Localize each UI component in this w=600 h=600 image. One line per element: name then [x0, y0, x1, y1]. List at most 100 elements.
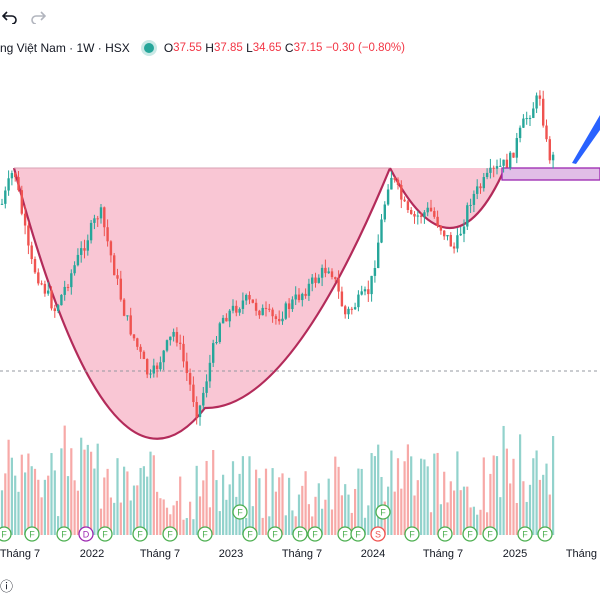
event-marker-f[interactable]: F: [197, 526, 213, 542]
candle-body: [525, 118, 528, 120]
undo-icon[interactable]: [0, 6, 20, 26]
event-marker-label: F: [409, 530, 415, 540]
candle-body: [175, 331, 179, 343]
candle-body: [271, 309, 274, 317]
candle-body: [155, 365, 159, 370]
candle-body: [205, 381, 208, 393]
volume-bar: [495, 456, 499, 535]
event-marker-f[interactable]: F: [162, 526, 178, 542]
toolbar: [0, 0, 600, 30]
volume-bar: [456, 451, 459, 535]
candle-body: [106, 227, 109, 242]
event-marker-f[interactable]: F: [97, 526, 113, 542]
event-marker-f[interactable]: F: [350, 526, 366, 542]
event-marker-f[interactable]: F: [242, 526, 258, 542]
candle-body: [202, 392, 205, 406]
volume-bar: [76, 490, 79, 535]
volume-bar: [370, 453, 373, 535]
candle-body: [14, 173, 17, 178]
candle-body: [294, 294, 297, 300]
candle-body: [479, 186, 482, 189]
volume-bar: [459, 490, 462, 535]
volume-bar: [264, 468, 268, 535]
market-status-icon: [143, 43, 154, 53]
info-icon[interactable]: ⓘ: [0, 579, 14, 594]
symbol-title[interactable]: ng Việt Nam · 1W · HSX: [0, 41, 130, 55]
candle-body: [17, 177, 20, 191]
event-marker-f[interactable]: F: [267, 526, 283, 542]
event-marker-f[interactable]: F: [56, 526, 72, 542]
volume-bar: [4, 473, 7, 535]
candle-body: [136, 338, 139, 347]
candle-body: [93, 218, 96, 223]
candle-body: [188, 373, 192, 385]
open-label: O: [163, 41, 174, 55]
event-marker-circle: [292, 526, 308, 542]
volume-bar: [436, 452, 439, 535]
volume-bar: [284, 515, 287, 535]
candle-body: [390, 177, 393, 190]
volume-bar: [241, 456, 244, 535]
volume-bar: [367, 505, 370, 535]
event-marker-f[interactable]: F: [0, 526, 12, 542]
candle-body: [261, 307, 264, 316]
volume-bar: [113, 502, 116, 535]
event-marker-f[interactable]: F: [132, 526, 148, 542]
event-marker-f[interactable]: F: [404, 526, 420, 542]
candle-body: [215, 341, 218, 344]
event-marker-f[interactable]: F: [482, 526, 498, 542]
candle-body: [33, 259, 37, 273]
event-marker-f[interactable]: F: [437, 526, 453, 542]
volume-bar: [552, 436, 555, 535]
candle-body: [238, 308, 241, 313]
candle-body: [142, 351, 146, 360]
candle-body: [396, 179, 400, 185]
volume-bar: [390, 450, 393, 535]
volume-bar: [20, 454, 23, 535]
event-marker-label: S: [375, 530, 381, 540]
candle-body: [179, 342, 182, 344]
candle-body: [373, 268, 377, 276]
event-marker-f[interactable]: F: [537, 526, 553, 542]
breakout-zone[interactable]: [501, 167, 600, 181]
price-chart[interactable]: F F F D F F F FFF F F F F F SFF F F F F F: [0, 60, 600, 548]
event-markers: F F F D F F F FFF F F F F F SFF F F F F F: [0, 504, 553, 542]
event-marker-f[interactable]: F: [307, 526, 323, 542]
candle-body: [436, 216, 439, 227]
redo-icon[interactable]: [28, 6, 48, 26]
event-marker-f[interactable]: F: [232, 504, 248, 520]
candle-body: [337, 279, 340, 292]
candle-body: [301, 293, 304, 301]
candle-body: [96, 218, 99, 220]
event-marker-s[interactable]: S: [370, 526, 386, 542]
event-marker-f[interactable]: F: [517, 526, 533, 542]
candle-body: [380, 219, 383, 243]
event-marker-d[interactable]: D: [78, 526, 94, 542]
volume-bar: [90, 451, 93, 535]
volume-bar: [66, 476, 70, 535]
event-marker-label: F: [380, 508, 386, 518]
event-marker-f[interactable]: F: [292, 526, 308, 542]
volume-bar: [7, 439, 10, 535]
candle-body: [466, 205, 469, 227]
open-value: 37.55: [173, 42, 202, 54]
event-marker-f[interactable]: F: [462, 526, 478, 542]
event-marker-label: F: [272, 530, 278, 540]
candle-body: [182, 343, 185, 362]
volume-bar: [519, 434, 522, 535]
candle-body: [383, 204, 386, 220]
event-marker-f[interactable]: F: [337, 526, 353, 542]
candle-body: [515, 138, 518, 158]
candle-body: [245, 294, 248, 301]
x-tick-label: Tháng 7: [422, 548, 464, 560]
volume-bar: [321, 508, 324, 535]
volume-bar: [60, 448, 63, 535]
high-value: 37.85: [213, 42, 243, 54]
event-marker-f[interactable]: F: [24, 526, 40, 542]
candle-body: [50, 290, 53, 309]
event-marker-circle: [537, 526, 553, 542]
volume-bar: [126, 471, 129, 535]
candle-body: [393, 177, 396, 180]
candle-body: [43, 283, 47, 294]
event-marker-f[interactable]: F: [375, 504, 391, 520]
